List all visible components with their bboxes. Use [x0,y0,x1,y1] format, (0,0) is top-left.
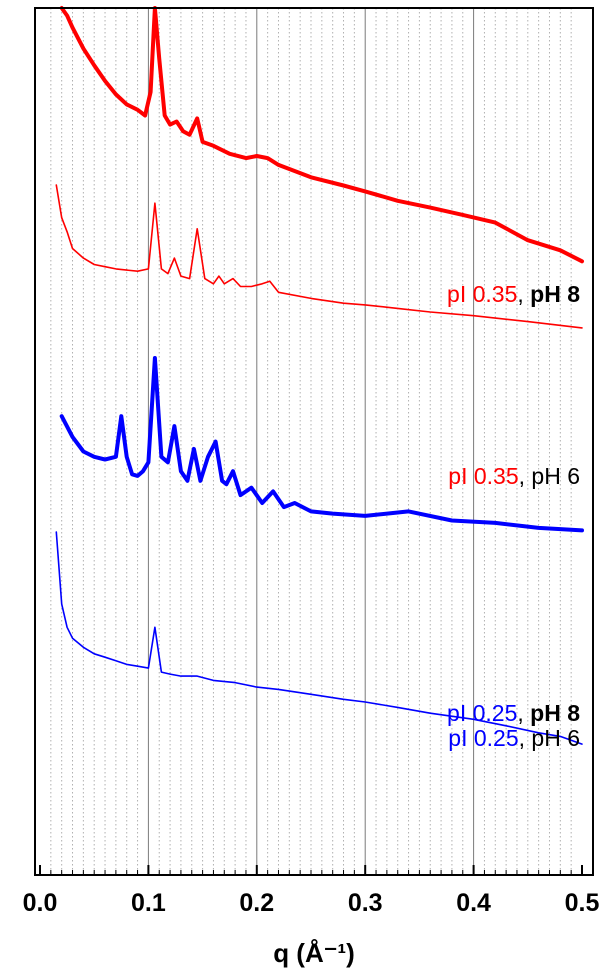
series-line [55,184,583,329]
plot-frame [34,7,594,876]
series-line [59,6,584,264]
x-tick-label: 0.1 [131,889,166,917]
series-label: pI 0.35, pH 8 [447,281,580,307]
series-label: pI 0.25, pH 8 [447,700,580,726]
series-label: pI 0.25, pH 6 [448,725,580,751]
series-layer [55,6,584,745]
series-line [59,356,584,533]
x-tick-label: 0.0 [23,889,58,917]
series-label: pI 0.35, pH 6 [448,463,580,489]
x-tick-label: 0.2 [239,889,274,917]
series-labels: pI 0.35, pH 8 pI 0.35, pH 6 pI 0.25, pH 8p… [447,281,580,751]
x-tick-label: 0.5 [565,889,600,917]
x-ticks: 0.0 0.1 0.2 0.3 0.4 0.5 [23,865,600,917]
x-tick-label: 0.4 [456,889,491,917]
series-line [55,531,583,745]
x-tick-label: 0.3 [348,889,383,917]
x-axis-label: q (Å⁻¹) [273,938,355,968]
